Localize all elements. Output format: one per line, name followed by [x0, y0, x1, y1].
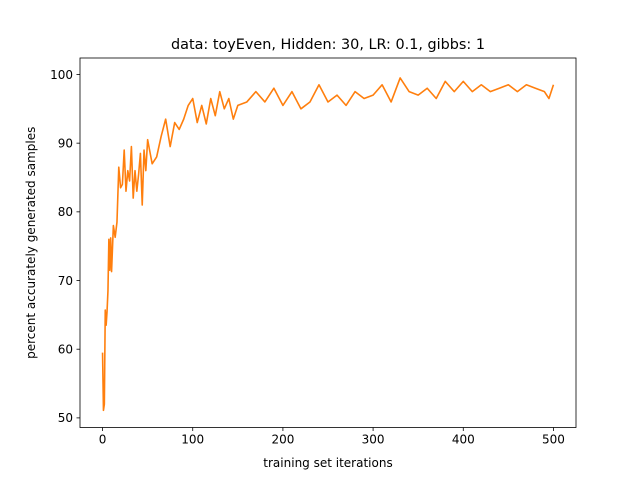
x-tick-label: 200: [271, 433, 294, 447]
y-tick-label: 70: [58, 274, 73, 288]
y-tick-label: 90: [58, 136, 73, 150]
axes-frame: [79, 57, 577, 428]
series-line-1: [101, 77, 555, 412]
y-axis-label: percent accurately generated samples: [24, 127, 38, 359]
x-tick-label: 500: [542, 433, 565, 447]
x-tick-label: 400: [452, 433, 475, 447]
plot-area: [101, 77, 555, 412]
y-tick-label: 60: [58, 343, 73, 357]
x-tick-label: 300: [362, 433, 385, 447]
x-axis-ticks: 0 100 200 300 400 500: [99, 427, 565, 447]
x-axis-label: training set iterations: [263, 456, 392, 470]
x-tick-label: 0: [99, 433, 107, 447]
x-tick-label: 100: [181, 433, 204, 447]
chart-title: data: toyEven, Hidden: 30, LR: 0.1, gibb…: [171, 37, 485, 53]
y-tick-label: 80: [58, 205, 73, 219]
y-tick-label: 50: [58, 411, 73, 425]
y-tick-label: 100: [50, 68, 73, 82]
y-axis-ticks: 50 60 70 80 90 100: [50, 68, 80, 425]
